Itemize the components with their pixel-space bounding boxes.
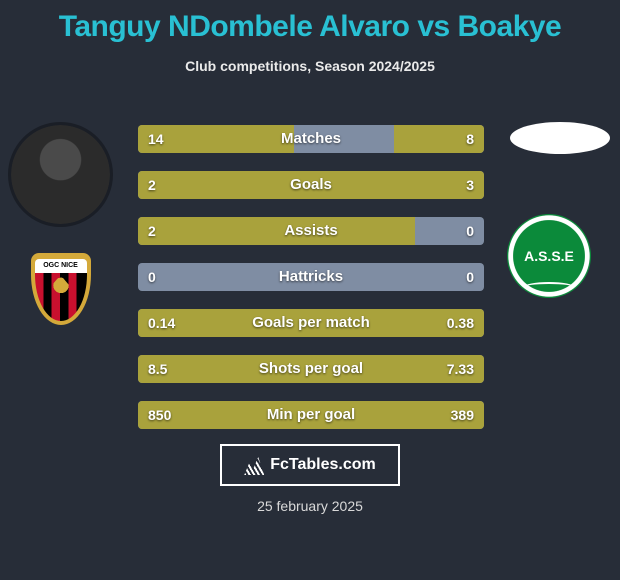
stat-metric-label: Min per goal [138,401,484,429]
stat-row: 20Assists [138,217,484,245]
stat-metric-label: Assists [138,217,484,245]
right-club-badge [507,214,591,298]
subtitle: Club competitions, Season 2024/2025 [0,58,620,74]
brand-box[interactable]: FcTables.com [220,444,400,486]
right-player-avatar [510,122,610,154]
stat-row: 8.57.33Shots per goal [138,355,484,383]
stat-row: 23Goals [138,171,484,199]
stat-metric-label: Hattricks [138,263,484,291]
stat-metric-label: Goals [138,171,484,199]
date-label: 25 february 2025 [0,498,620,514]
left-club-badge [19,247,103,331]
stat-row: 0.140.38Goals per match [138,309,484,337]
stats-bars: 148Matches 23Goals 20Assists 00Hattricks 0.1… [138,125,484,447]
left-player-column [8,122,113,331]
avatar-placeholder-icon [11,125,110,224]
right-player-column [507,122,612,298]
left-player-avatar [8,122,113,227]
stat-metric-label: Shots per goal [138,355,484,383]
stat-metric-label: Goals per match [138,309,484,337]
page-title: Tanguy NDombele Alvaro vs Boakye [0,0,620,44]
stat-row: 850389Min per goal [138,401,484,429]
stat-row: 00Hattricks [138,263,484,291]
chart-icon [244,455,264,475]
stat-metric-label: Matches [138,125,484,153]
brand-label: FcTables.com [270,456,376,474]
stat-row: 148Matches [138,125,484,153]
ogc-nice-shield-icon [31,253,91,325]
